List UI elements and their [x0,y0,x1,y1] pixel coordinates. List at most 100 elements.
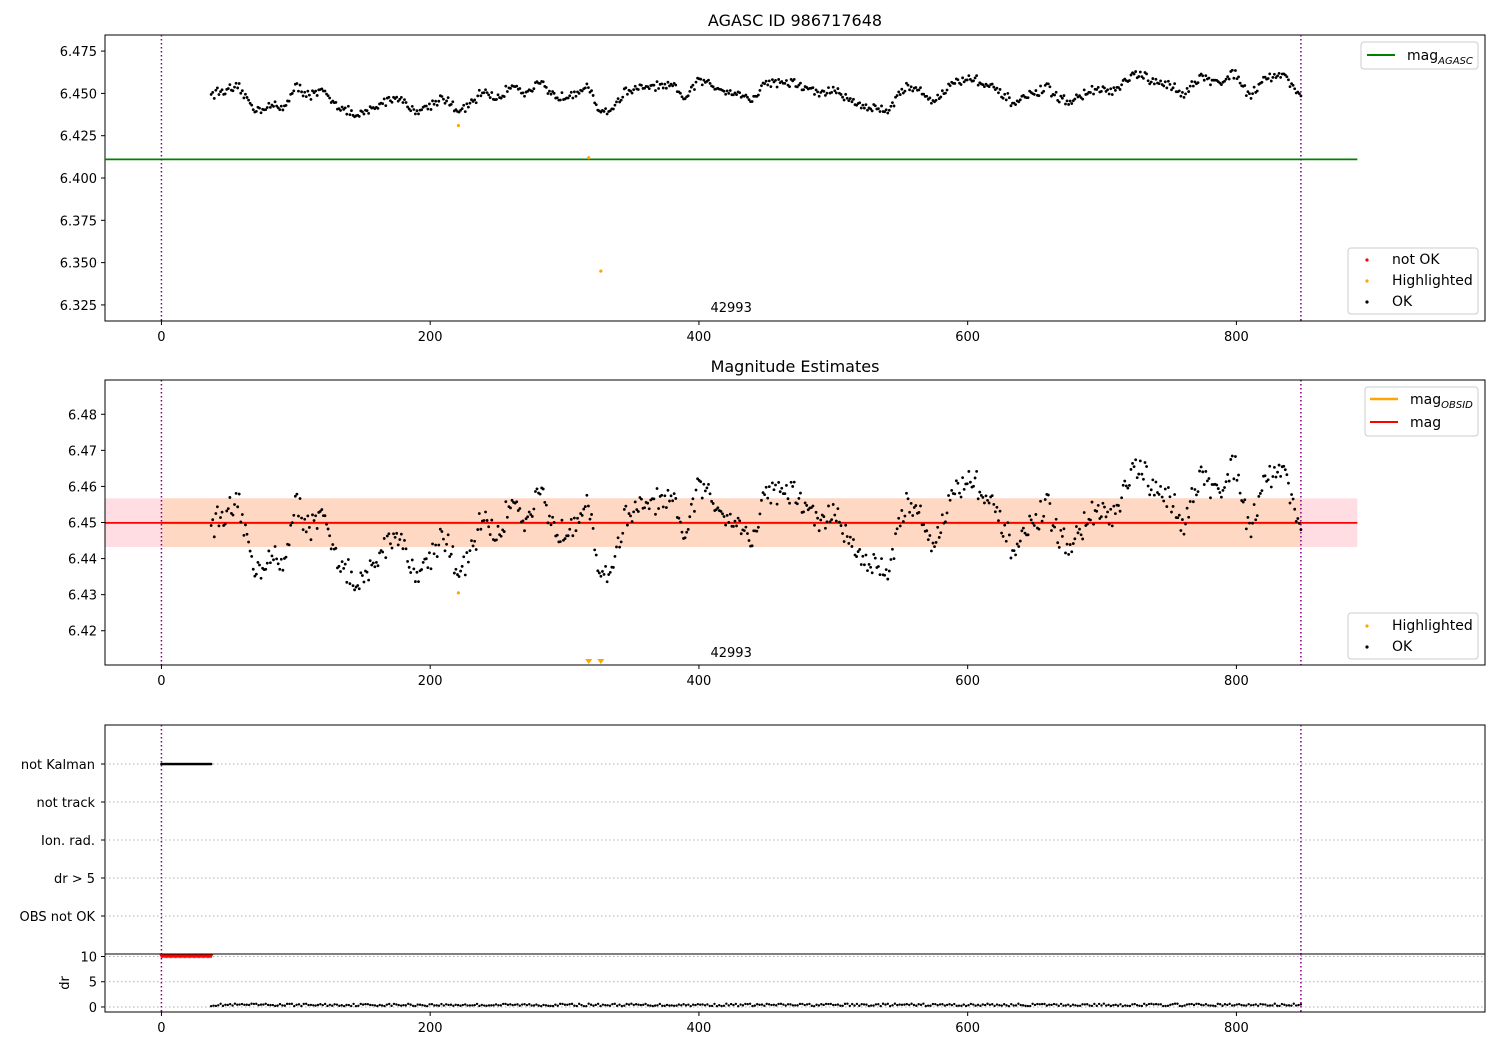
ok-point [1224,77,1228,81]
ok-point [1252,503,1256,506]
dr-point [1273,1002,1276,1005]
ok-point [965,78,969,82]
ok-point [304,530,308,534]
ok-point [509,86,512,90]
dr-point [1109,1004,1113,1008]
ok-point [585,82,589,86]
ok-point [735,524,738,528]
ok-point [602,110,606,113]
ok-point [244,523,247,527]
ok-point [1205,479,1209,483]
legend-label-not-ok: not OK [1392,252,1440,268]
ok-point [376,106,380,110]
dr-point [651,1004,654,1008]
ok-point [629,89,632,93]
ok-point [780,486,784,490]
ok-point [548,514,551,518]
ok-point [761,491,765,495]
dr-point [777,1002,780,1006]
ok-point [496,524,500,528]
ok-point [1282,464,1286,468]
dr-point [981,1003,984,1006]
dr-point [511,1003,514,1007]
ok-point [1185,87,1189,90]
ok-point [1138,459,1142,463]
ok-point [699,480,703,484]
ok-point [1109,507,1113,511]
ok-point [502,95,506,98]
ok-point [883,573,887,577]
ok-point [395,531,399,535]
ok-point [457,110,461,114]
dr-point [751,1004,754,1008]
agasc-panel-frame [104,34,1486,322]
dr-point [955,1004,958,1008]
dr-point [342,1004,346,1008]
ok-point [1269,485,1273,489]
dr-point [794,1004,797,1007]
dr-point [487,1004,491,1007]
ok-point [485,519,489,522]
dr-point [1204,1003,1208,1006]
dr-point [326,1004,329,1008]
ok-point [1193,488,1197,491]
ok-point [329,547,333,551]
ok-point [1201,74,1205,78]
dr-point [592,1004,595,1007]
ok-point [214,88,218,92]
ok-point [767,79,771,83]
ok-point [689,85,693,89]
ok-point [1232,76,1236,80]
ok-point [242,533,246,537]
dr-point [323,1002,327,1006]
ok-point [830,518,834,522]
dr-point [644,1002,647,1006]
ok-point [822,515,826,518]
ok-point [265,106,269,109]
dr-point [304,1002,308,1006]
ok-point [727,91,731,95]
ok-point [1135,476,1139,480]
ok-point [462,555,466,559]
ok-point [1131,461,1134,465]
dr-point [1233,1004,1236,1007]
dr-point [392,1002,396,1006]
ok-point [426,566,430,570]
offscale-marker [597,659,605,664]
ok-point [1078,94,1081,98]
dr-point [255,1002,258,1006]
ok-point [981,83,985,87]
ok-point [351,584,355,588]
ok-point [785,79,788,82]
ok-point [1145,465,1148,468]
ok-point [816,90,820,94]
dr-point [879,1004,882,1008]
ok-point [1185,506,1189,510]
dr-point [661,1004,664,1007]
dr-point [1202,1004,1205,1007]
ok-point [576,516,579,520]
ok-point [1089,518,1092,522]
ok-point [258,563,261,567]
ok-point [1268,464,1272,468]
highlighted-point [456,591,460,595]
dr-point [1128,1004,1132,1008]
ok-point [473,539,477,543]
ok-point [510,498,514,502]
dr-point [1166,1004,1170,1008]
dr-point [364,1002,367,1006]
ok-point [1229,458,1233,461]
ok-point [867,562,871,566]
y-tick-label: 6.375 [60,214,97,229]
y-tick-label: 6.42 [68,625,97,640]
ok-point [297,89,300,93]
dr-point [250,1002,253,1005]
dr-point [219,1002,222,1005]
ok-point [1098,517,1102,520]
ok-point [362,112,366,116]
ok-point [630,91,634,95]
ok-point [1201,470,1205,474]
ok-point [604,107,607,111]
dr-point [1173,1002,1177,1005]
ok-point [760,84,763,88]
